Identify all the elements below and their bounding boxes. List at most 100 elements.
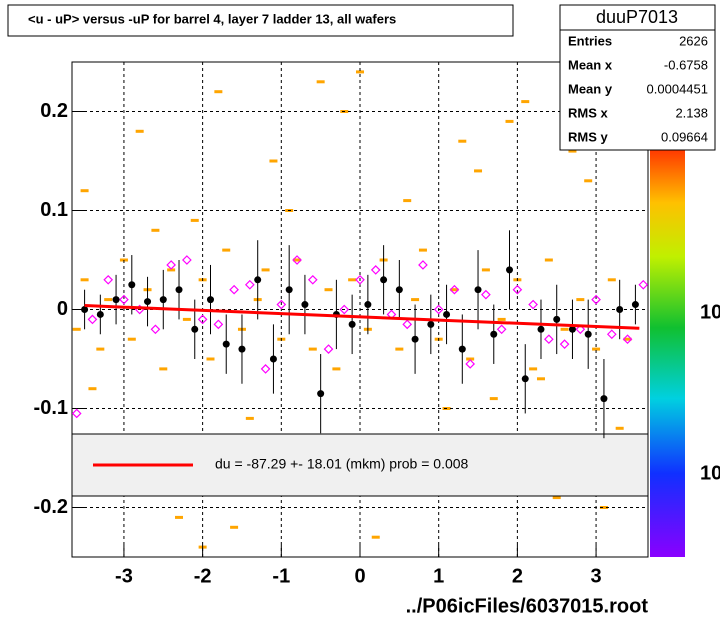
hist-cell bbox=[72, 327, 81, 331]
mean-marker bbox=[591, 294, 601, 305]
mean-marker bbox=[512, 284, 523, 295]
mean-marker bbox=[449, 284, 460, 295]
profile-point bbox=[348, 320, 356, 328]
profile-point bbox=[159, 296, 167, 304]
hist-cell bbox=[214, 90, 223, 94]
mean-marker bbox=[292, 255, 302, 265]
hist-cell bbox=[80, 278, 89, 282]
fit-line bbox=[84, 304, 640, 330]
colorbar-label: 10 bbox=[700, 301, 720, 323]
profile-point bbox=[568, 325, 576, 333]
hist-cell bbox=[230, 525, 239, 529]
y-tick-label: -0.2 bbox=[34, 496, 68, 518]
y-tick-label: 0 bbox=[57, 298, 68, 320]
hist-cell bbox=[599, 506, 608, 509]
y-tick-label: 0.2 bbox=[40, 100, 68, 122]
colorbar bbox=[650, 140, 685, 557]
x-tick-label: 1 bbox=[433, 565, 444, 587]
hist-cell bbox=[623, 337, 632, 341]
stats-name: duuP7013 bbox=[596, 7, 678, 27]
profile-point bbox=[553, 315, 561, 323]
profile-point bbox=[317, 390, 325, 398]
mean-marker bbox=[496, 324, 507, 335]
hist-cell bbox=[190, 218, 199, 222]
hist-cell bbox=[159, 367, 168, 371]
stats-label: Mean y bbox=[568, 81, 613, 96]
title-box bbox=[7, 4, 514, 37]
x-tick-label: -1 bbox=[272, 565, 290, 587]
profile-point bbox=[631, 301, 639, 309]
hist-cell bbox=[308, 347, 317, 351]
hist-cell bbox=[269, 159, 278, 163]
profile-point bbox=[222, 340, 230, 348]
mean-marker bbox=[544, 334, 554, 345]
hist-cell bbox=[222, 248, 231, 252]
stats-value: 2626 bbox=[679, 33, 708, 48]
hist-cell bbox=[104, 298, 113, 302]
colorbar-label: 10 bbox=[700, 462, 720, 484]
profile-point bbox=[506, 266, 514, 274]
stats-value: 2.138 bbox=[675, 105, 708, 120]
profile-point bbox=[443, 310, 451, 318]
hist-cell bbox=[584, 179, 593, 183]
mean-marker bbox=[481, 289, 491, 300]
hist-cell bbox=[474, 169, 483, 173]
mean-marker bbox=[638, 279, 649, 290]
x-tick-label: -3 bbox=[115, 565, 133, 587]
profile-point bbox=[600, 395, 608, 403]
mean-marker bbox=[622, 334, 633, 345]
y-tick-label: -0.1 bbox=[34, 397, 68, 419]
chart-title: <u - uP> versus -uP for barrel 4, layer … bbox=[28, 11, 396, 26]
mean-marker bbox=[229, 284, 239, 295]
hist-cell bbox=[568, 149, 577, 153]
mean-marker bbox=[323, 344, 334, 354]
hist-cell bbox=[592, 347, 601, 351]
profile-point bbox=[254, 276, 262, 284]
mean-marker bbox=[197, 314, 208, 325]
profile-point bbox=[81, 306, 89, 313]
mean-marker bbox=[559, 339, 570, 349]
profile-point bbox=[521, 375, 529, 383]
stats-label: Entries bbox=[568, 33, 612, 48]
hist-cell bbox=[316, 80, 325, 84]
mean-marker bbox=[418, 260, 428, 270]
stats-value: 0.09664 bbox=[661, 129, 708, 144]
profile-point bbox=[191, 325, 199, 333]
hist-cell bbox=[127, 337, 136, 341]
mean-marker bbox=[575, 324, 586, 335]
mean-marker bbox=[370, 265, 381, 275]
profile-point bbox=[427, 320, 435, 328]
profile-point bbox=[584, 330, 592, 338]
mean-marker bbox=[307, 274, 318, 285]
stats-label: Mean x bbox=[568, 57, 613, 72]
hist-cell bbox=[458, 139, 467, 143]
hist-cell bbox=[245, 416, 254, 420]
hist-cell bbox=[88, 387, 97, 391]
hist-cell bbox=[521, 100, 530, 104]
hist-cell bbox=[615, 426, 624, 430]
profile-point bbox=[490, 330, 498, 338]
mean-marker bbox=[213, 319, 224, 330]
mean-marker bbox=[355, 274, 365, 285]
profile-point bbox=[537, 325, 545, 333]
mean-marker bbox=[339, 304, 350, 315]
profile-point bbox=[238, 345, 246, 353]
hist-cell bbox=[411, 298, 420, 302]
hist-cell bbox=[544, 258, 553, 262]
hist-cell bbox=[395, 347, 404, 351]
stats-label: RMS y bbox=[568, 129, 609, 144]
mean-marker bbox=[103, 274, 114, 285]
mean-marker bbox=[433, 304, 444, 315]
profile-point bbox=[175, 286, 183, 294]
x-tick-label: 2 bbox=[512, 565, 523, 587]
profile-point bbox=[112, 296, 120, 304]
hist-cell bbox=[175, 515, 184, 519]
mean-marker bbox=[528, 299, 538, 310]
hist-cell bbox=[536, 377, 545, 381]
mean-marker bbox=[465, 359, 476, 369]
profile-point bbox=[458, 345, 466, 353]
hist-cell bbox=[403, 199, 412, 203]
hist-cell bbox=[418, 248, 427, 252]
mean-marker bbox=[402, 319, 413, 330]
hist-cell bbox=[324, 288, 333, 292]
